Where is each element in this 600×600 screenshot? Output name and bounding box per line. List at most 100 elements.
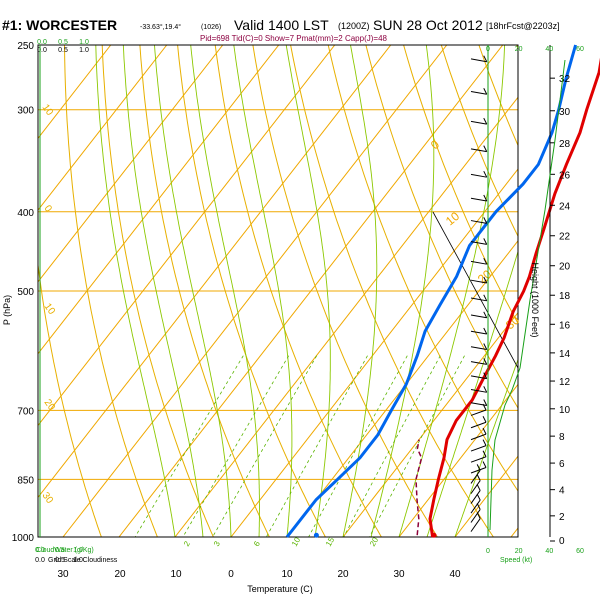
wind-barb-shaft bbox=[470, 389, 487, 393]
dry-adiabat-label: 0 bbox=[42, 203, 54, 214]
moist-adiabat bbox=[285, 45, 331, 537]
wind-barb-flag bbox=[476, 493, 481, 501]
wind-barbs bbox=[470, 55, 488, 532]
isotherm-line bbox=[38, 45, 392, 499]
mixing-ratio-line bbox=[134, 355, 244, 537]
wind-barb-shaft bbox=[470, 279, 487, 284]
parcel-trace bbox=[415, 439, 423, 536]
pressure-tick-label: 250 bbox=[17, 41, 34, 52]
moist-adiabat bbox=[426, 250, 518, 537]
wind-barb-flag bbox=[476, 503, 481, 510]
temperature-tick-label: 10 bbox=[281, 569, 293, 580]
wind-barb-flag bbox=[483, 276, 488, 284]
speed-tick-label: 20 bbox=[515, 548, 523, 555]
isotherm-label: 20 bbox=[475, 267, 494, 287]
wind-barb-shaft bbox=[470, 518, 481, 532]
cloudwater-top-tick: 1.0 bbox=[79, 39, 89, 46]
wind-barb-flag bbox=[482, 461, 487, 468]
wind-barb-shaft bbox=[470, 241, 487, 245]
wind-barb-flag bbox=[483, 343, 488, 350]
wind-barb-shaft bbox=[470, 120, 487, 125]
height-tick-label: 30 bbox=[559, 107, 571, 118]
wind-barb-shaft bbox=[470, 470, 481, 484]
pressure-tick-label: 300 bbox=[17, 106, 34, 117]
cloudiness-bottom-tick: 0.0 bbox=[35, 557, 45, 564]
cloudwater-bottom-tick: 1.0 bbox=[73, 547, 83, 554]
grid-clipped bbox=[38, 45, 518, 537]
isotherm-line bbox=[342, 311, 518, 537]
chart-utc: (1200Z) bbox=[338, 21, 370, 31]
isotherm-line bbox=[38, 45, 112, 140]
moist-adiabat bbox=[342, 45, 378, 537]
moist-adiabat bbox=[122, 45, 204, 537]
wind-barb-flag bbox=[483, 294, 488, 302]
wind-barb-flag bbox=[483, 55, 488, 62]
dry-adiabat bbox=[440, 45, 518, 238]
isotherm-line bbox=[38, 45, 168, 211]
pressure-tick-label: 400 bbox=[17, 208, 34, 219]
x-axis-label: Temperature (C) bbox=[247, 584, 313, 594]
wind-barb-flag bbox=[483, 145, 488, 152]
moist-adiabat bbox=[454, 358, 518, 537]
wind-barb-shaft bbox=[470, 480, 481, 494]
dry-adiabat bbox=[101, 45, 214, 537]
cloudiness-top-tick: 0.0 bbox=[37, 47, 47, 54]
wind-barb-flag bbox=[483, 358, 488, 365]
wind-barb-shaft bbox=[470, 91, 487, 95]
wind-barb-shaft bbox=[470, 375, 487, 380]
mixing-axis-label: CloudWater (g/Kg) bbox=[36, 547, 94, 554]
pressure-tick-label: 850 bbox=[17, 475, 34, 486]
cloudwater-bottom-tick: 0.5 bbox=[55, 547, 65, 554]
cloudwater-top-tick: 0.5 bbox=[58, 39, 68, 46]
height-tick-label: 0 bbox=[559, 536, 565, 547]
height-tick-label: 24 bbox=[559, 201, 571, 212]
isotherm-line bbox=[174, 96, 518, 537]
wind-barb-shaft bbox=[470, 148, 487, 153]
wind-barb-flag bbox=[476, 464, 481, 471]
dry-adiabat bbox=[38, 261, 102, 537]
right-axes: 0020204040606002468101214161820222426283… bbox=[486, 45, 584, 555]
wind-barb-flag bbox=[483, 217, 488, 224]
surface-temperature-dot bbox=[431, 532, 437, 538]
moist-adiabat bbox=[95, 45, 176, 537]
wind-barb-flag bbox=[483, 194, 488, 202]
wind-barb-shaft bbox=[470, 58, 487, 63]
wind-barb-flag bbox=[476, 484, 481, 491]
mixing-ratio-line bbox=[212, 355, 318, 537]
height-tick-label: 20 bbox=[559, 262, 571, 273]
dry-adiabat bbox=[139, 45, 270, 537]
wind-barb-flag bbox=[482, 450, 487, 457]
wind-barb-flag bbox=[483, 170, 488, 178]
speed-tick-label: 0 bbox=[486, 548, 490, 555]
isotherm-line bbox=[286, 240, 518, 537]
chart-coords: -33.63°,19.4° bbox=[140, 23, 181, 31]
isotherm-line bbox=[62, 45, 448, 537]
pressure-tick-label: 700 bbox=[17, 406, 34, 417]
speed-tick-label: 60 bbox=[576, 548, 584, 555]
wind-barb-flag bbox=[482, 416, 487, 423]
cloudwater-top-tick: 0.0 bbox=[37, 39, 47, 46]
moist-adiabat bbox=[190, 45, 260, 537]
wind-barb-flag bbox=[483, 88, 488, 95]
wind-barb-shaft bbox=[470, 314, 487, 319]
chart-title: #1: WORCESTER bbox=[2, 17, 117, 33]
chart-date: SUN 28 Oct 2012 bbox=[373, 17, 483, 33]
isotherm-line bbox=[118, 45, 504, 537]
cloudiness-top-tick: 1.0 bbox=[79, 47, 89, 54]
dry-adiabat bbox=[64, 45, 158, 537]
speed-tick-label: 20 bbox=[515, 46, 523, 53]
temperature-tick-label: 0 bbox=[228, 569, 234, 580]
cloudiness-top-tick: 0.5 bbox=[58, 47, 68, 54]
height-axis-label: Height (1000 Feet) bbox=[530, 262, 540, 337]
temperature-profile bbox=[428, 57, 600, 538]
height-tick-label: 28 bbox=[559, 139, 571, 150]
wind-barb-shaft bbox=[470, 421, 487, 429]
grid-layer bbox=[37, 44, 519, 538]
wind-barb-shaft bbox=[470, 346, 487, 350]
temperature-tick-label: 40 bbox=[449, 569, 461, 580]
wind-barb-shaft bbox=[470, 490, 481, 504]
wind-barb-flag bbox=[483, 386, 488, 393]
wind-barb-shaft bbox=[470, 499, 481, 514]
height-tick-label: 10 bbox=[559, 405, 571, 416]
